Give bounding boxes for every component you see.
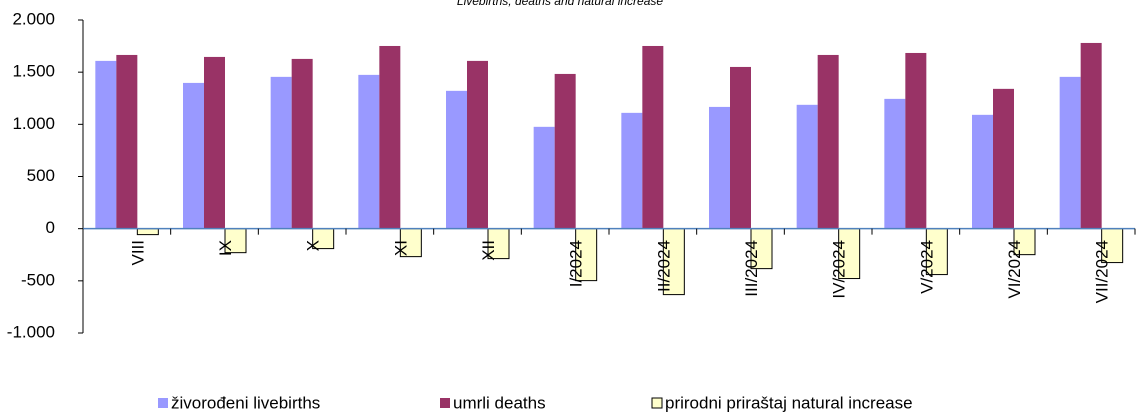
y-tick-label: 1.500 bbox=[12, 62, 55, 81]
bar bbox=[95, 60, 117, 229]
legend-label: živorođeni livebirths bbox=[171, 393, 320, 412]
bar bbox=[136, 228, 159, 236]
x-tick-label: II/2024 bbox=[654, 240, 673, 292]
x-tick-label: III/2024 bbox=[742, 240, 761, 297]
bar bbox=[467, 60, 488, 229]
bar bbox=[972, 114, 993, 229]
bar bbox=[621, 112, 643, 229]
y-tick-label: 1.000 bbox=[12, 114, 55, 133]
bar bbox=[446, 90, 467, 229]
y-tick-label: 2.000 bbox=[12, 9, 55, 28]
x-tick-label: XII bbox=[479, 240, 498, 261]
bar bbox=[796, 104, 818, 229]
bar bbox=[817, 54, 839, 229]
bar bbox=[379, 45, 401, 229]
bar bbox=[905, 52, 927, 229]
bar bbox=[709, 106, 730, 229]
x-tick-label: XI bbox=[391, 240, 410, 256]
bar bbox=[291, 58, 313, 229]
bar bbox=[270, 76, 292, 229]
bar bbox=[183, 82, 204, 229]
bar bbox=[1059, 76, 1081, 229]
bar bbox=[730, 66, 751, 229]
legend-swatch bbox=[158, 398, 168, 408]
x-tick-label: VI/2024 bbox=[1005, 240, 1024, 299]
x-tick-label: X bbox=[304, 240, 323, 251]
y-tick-label: 500 bbox=[27, 166, 55, 185]
x-tick-label: VII/2024 bbox=[1093, 240, 1112, 303]
y-tick-label: -1.000 bbox=[7, 322, 55, 341]
bar bbox=[642, 45, 664, 229]
y-tick-label: 0 bbox=[46, 218, 55, 237]
bar bbox=[884, 98, 906, 229]
bar bbox=[993, 88, 1014, 229]
bar bbox=[116, 54, 138, 229]
bar bbox=[533, 126, 555, 229]
legend-swatch bbox=[440, 398, 450, 408]
legend-label: umrli deaths bbox=[453, 393, 546, 412]
bar bbox=[1080, 42, 1102, 229]
x-tick-label: VIII bbox=[128, 240, 147, 266]
x-tick-label: V/2024 bbox=[917, 240, 936, 294]
bar bbox=[554, 73, 576, 229]
bar bbox=[204, 56, 225, 229]
x-tick-label: IV/2024 bbox=[830, 240, 849, 299]
bar bbox=[358, 74, 380, 229]
x-tick-label: IX bbox=[216, 240, 235, 256]
chart-title: Livebirths, deaths and natural increase bbox=[457, 0, 663, 8]
y-tick-label: -500 bbox=[21, 270, 55, 289]
legend-swatch bbox=[651, 397, 663, 409]
legend-label: prirodni priraštaj natural increase bbox=[665, 393, 913, 412]
x-tick-label: I/2024 bbox=[567, 240, 586, 287]
